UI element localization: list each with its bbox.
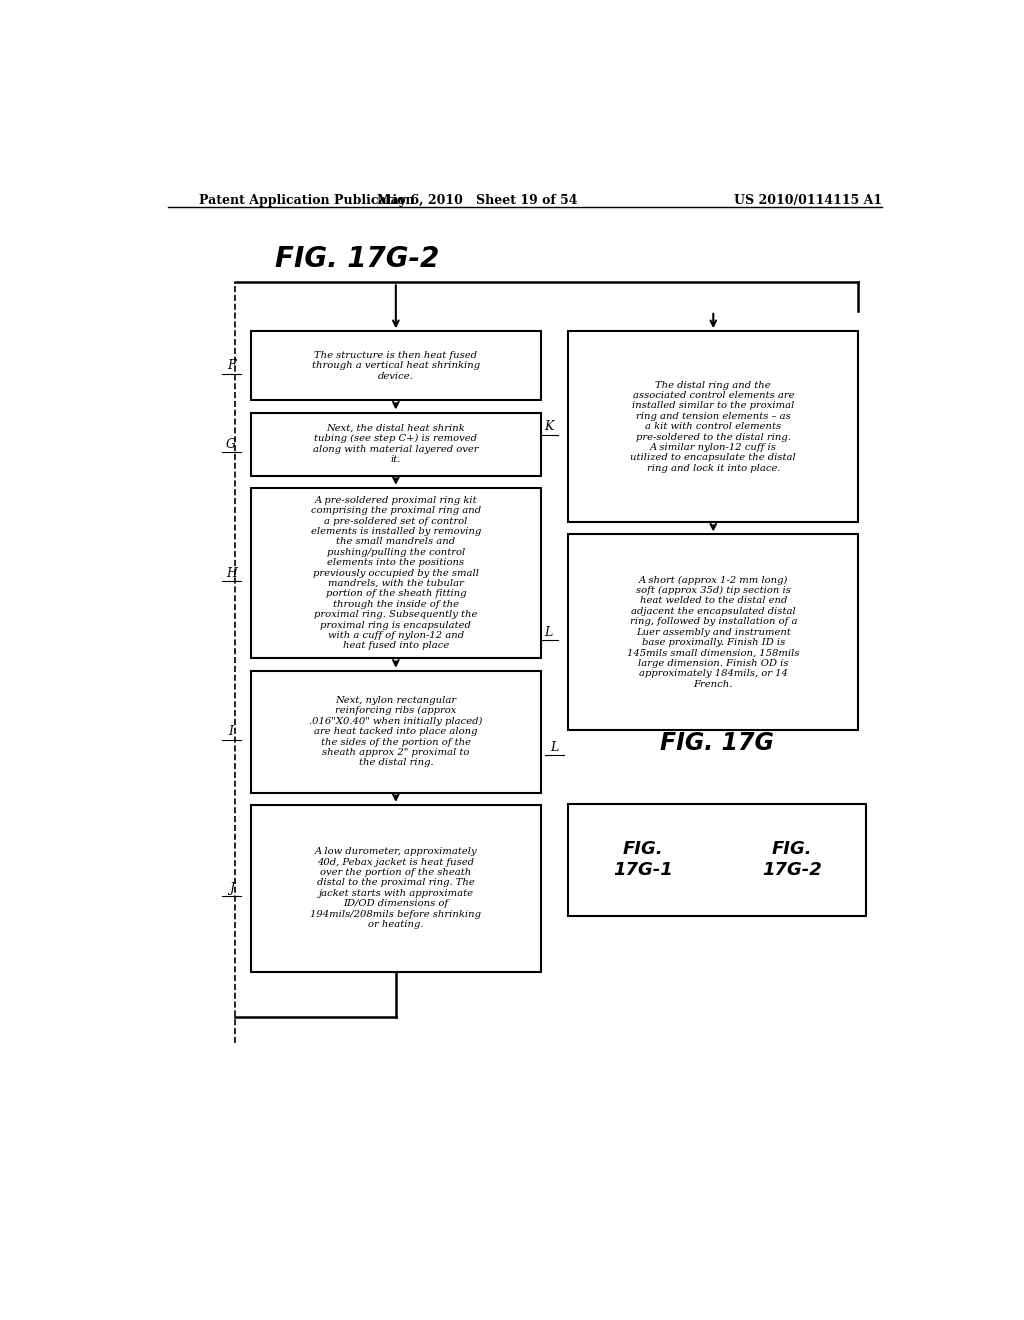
Text: Patent Application Publication: Patent Application Publication bbox=[200, 194, 415, 207]
Text: The structure is then heat fused
through a vertical heat shrinking
device.: The structure is then heat fused through… bbox=[311, 351, 480, 380]
Text: FIG.
17G-2: FIG. 17G-2 bbox=[762, 841, 821, 879]
Text: FIG. 17G: FIG. 17G bbox=[660, 731, 774, 755]
Text: J: J bbox=[228, 882, 233, 895]
Text: Next, the distal heat shrink
tubing (see step C+) is removed
along with material: Next, the distal heat shrink tubing (see… bbox=[313, 424, 478, 465]
Text: L: L bbox=[550, 742, 558, 755]
Text: FIG. 17G-2: FIG. 17G-2 bbox=[274, 244, 439, 273]
Text: FIG.
17G-1: FIG. 17G-1 bbox=[613, 841, 673, 879]
Text: I: I bbox=[228, 725, 233, 738]
Text: G: G bbox=[226, 437, 237, 450]
Text: A low durometer, approximately
40d, Pebax jacket is heat fused
over the portion : A low durometer, approximately 40d, Peba… bbox=[310, 847, 481, 929]
Text: US 2010/0114115 A1: US 2010/0114115 A1 bbox=[734, 194, 882, 207]
Text: L: L bbox=[545, 626, 553, 639]
FancyBboxPatch shape bbox=[251, 331, 541, 400]
FancyBboxPatch shape bbox=[568, 804, 866, 916]
Text: The distal ring and the
associated control elements are
installed similar to the: The distal ring and the associated contr… bbox=[631, 380, 796, 473]
Text: May 6, 2010   Sheet 19 of 54: May 6, 2010 Sheet 19 of 54 bbox=[377, 194, 578, 207]
Text: Next, nylon rectangular
reinforcing ribs (approx
.016"X0.40" when initially plac: Next, nylon rectangular reinforcing ribs… bbox=[309, 696, 482, 767]
Text: A short (approx 1-2 mm long)
soft (approx 35d) tip section is
heat welded to the: A short (approx 1-2 mm long) soft (appro… bbox=[627, 576, 800, 689]
Text: A pre-soldered proximal ring kit
comprising the proximal ring and
a pre-soldered: A pre-soldered proximal ring kit compris… bbox=[310, 496, 481, 651]
FancyBboxPatch shape bbox=[568, 331, 858, 523]
FancyBboxPatch shape bbox=[251, 487, 541, 659]
FancyBboxPatch shape bbox=[251, 412, 541, 475]
FancyBboxPatch shape bbox=[568, 535, 858, 730]
FancyBboxPatch shape bbox=[251, 671, 541, 792]
Text: K: K bbox=[544, 420, 553, 433]
FancyBboxPatch shape bbox=[251, 805, 541, 972]
Text: H: H bbox=[225, 566, 237, 579]
Text: F: F bbox=[227, 359, 236, 372]
